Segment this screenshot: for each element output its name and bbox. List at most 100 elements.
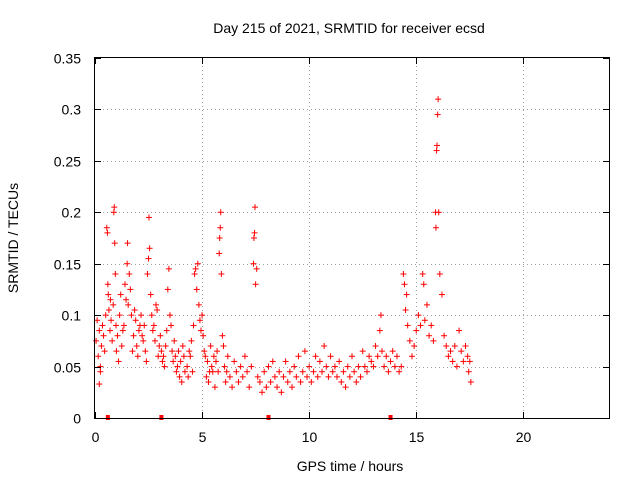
data-point — [161, 363, 168, 370]
data-point — [128, 312, 135, 319]
data-point — [389, 348, 396, 355]
data-point — [436, 271, 443, 277]
data-point — [289, 384, 296, 391]
data-point — [327, 353, 334, 360]
data-point — [252, 281, 259, 288]
data-point — [385, 368, 392, 375]
data-point — [98, 343, 105, 349]
data-point — [396, 368, 403, 375]
data-point — [370, 363, 377, 370]
data-point — [381, 363, 388, 370]
y-tick-label: 0.2 — [62, 205, 82, 221]
data-point — [254, 373, 261, 380]
data-point — [267, 379, 274, 385]
data-point — [400, 271, 407, 277]
data-point — [393, 353, 400, 360]
data-point — [155, 353, 162, 360]
data-point — [308, 379, 315, 385]
data-point — [178, 379, 185, 385]
data-point — [222, 379, 229, 385]
data-point — [135, 327, 142, 334]
data-point — [123, 296, 130, 303]
data-point — [413, 327, 420, 334]
x-tick-label: 15 — [409, 429, 425, 445]
data-point — [458, 348, 465, 355]
data-point — [220, 343, 227, 349]
data-point — [215, 368, 222, 375]
data-point — [187, 353, 194, 360]
y-tick-label: 0.15 — [54, 257, 81, 273]
data-point — [181, 368, 188, 375]
data-point — [342, 384, 349, 391]
data-point — [99, 322, 106, 329]
data-point — [349, 353, 355, 360]
data-point — [146, 245, 153, 252]
data-point — [297, 379, 304, 385]
data-point — [274, 384, 281, 391]
data-point — [158, 348, 165, 355]
data-point — [143, 358, 150, 365]
data-point — [226, 373, 233, 380]
data-point — [250, 235, 257, 241]
data-point — [209, 368, 216, 375]
data-point — [105, 291, 112, 298]
data-point — [126, 271, 133, 277]
data-point — [133, 343, 140, 349]
data-point — [329, 368, 336, 375]
data-point — [447, 348, 454, 355]
data-point — [96, 381, 103, 388]
data-point — [144, 271, 151, 277]
data-point — [301, 348, 308, 355]
data-point — [207, 343, 214, 349]
data-point — [148, 312, 155, 319]
data-point — [201, 348, 208, 355]
data-point — [224, 353, 231, 360]
data-point — [100, 332, 107, 339]
data-point — [113, 348, 120, 355]
x-axis-label: GPS time / hours — [297, 458, 404, 474]
data-point — [383, 353, 390, 360]
y-tick-label: 0.1 — [62, 308, 82, 324]
data-point — [120, 322, 127, 329]
data-point — [132, 317, 139, 324]
gap-marker — [266, 415, 271, 420]
data-point — [205, 379, 212, 385]
data-point — [114, 332, 121, 339]
data-point — [124, 240, 131, 247]
data-point — [432, 224, 439, 231]
data-point — [217, 209, 224, 216]
x-tick-label: 20 — [516, 429, 532, 445]
data-point — [310, 368, 317, 375]
data-point — [164, 286, 171, 293]
data-point — [160, 353, 167, 360]
data-point — [263, 384, 270, 391]
data-point — [321, 343, 328, 349]
data-point — [239, 373, 246, 380]
data-point — [338, 379, 345, 385]
data-point — [434, 111, 441, 118]
data-point — [118, 343, 125, 349]
data-point — [376, 327, 383, 334]
gap-marker — [159, 415, 164, 420]
data-point — [174, 363, 181, 370]
data-point — [415, 312, 422, 319]
data-point — [184, 363, 191, 370]
data-point — [233, 368, 240, 375]
data-point — [466, 358, 473, 365]
data-point — [147, 291, 154, 298]
data-point — [453, 363, 460, 370]
data-point — [210, 353, 217, 360]
data-point — [159, 358, 166, 365]
data-point — [107, 296, 114, 303]
data-point — [355, 363, 362, 370]
data-point — [357, 373, 364, 380]
data-point — [464, 353, 471, 360]
data-point — [221, 363, 228, 370]
data-point — [250, 260, 257, 267]
data-point — [169, 348, 176, 355]
data-point — [316, 358, 323, 365]
data-point — [244, 368, 251, 375]
data-point — [94, 317, 101, 324]
data-point — [109, 337, 116, 344]
